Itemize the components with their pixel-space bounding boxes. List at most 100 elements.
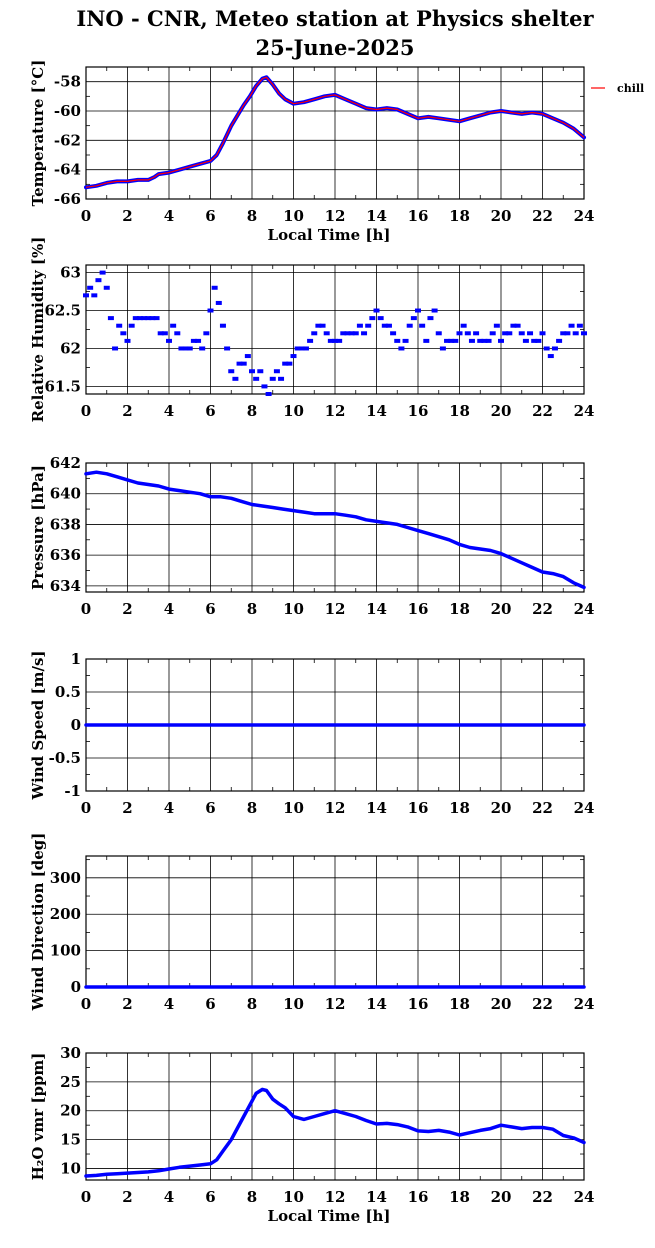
y-tick-label: 634 [50,577,81,595]
x-tick-label: 2 [122,1188,132,1206]
y-tick-label: 1 [71,650,81,668]
data-point [344,331,351,336]
data-point [141,316,148,321]
y-tick-label: -1 [64,782,81,800]
data-point [207,308,214,313]
data-point [560,331,567,336]
data-point [485,338,492,343]
data-point [439,346,446,351]
y-axis-label: Relative Humidity [%] [29,237,47,423]
x-tick-label: 6 [205,1188,215,1206]
chart-title-line2: 25-June-2025 [256,35,415,60]
y-tick-label: 642 [50,454,81,472]
x-tick-label: 10 [283,402,304,420]
data-point [369,316,376,321]
x-tick-label: 22 [532,799,553,817]
data-point [182,346,189,351]
y-tick-label: 638 [50,515,81,533]
x-tick-label: 12 [325,995,346,1013]
data-point [136,316,143,321]
data-point [502,331,509,336]
data-point [564,331,571,336]
chart-title-line1: INO - CNR, Meteo station at Physics shel… [76,6,594,31]
data-point [145,316,152,321]
data-point [576,323,583,328]
x-tick-label: 24 [574,799,595,817]
data-point [149,316,156,321]
x-tick-label: 4 [164,402,174,420]
data-point [249,369,255,374]
y-tick-label: 200 [50,905,81,923]
x-tick-label: 20 [491,207,512,225]
data-point [385,323,392,328]
x-axis-label: Local Time [h] [268,226,391,244]
data-point [444,338,451,343]
x-tick-label: 20 [491,1188,512,1206]
data-point [332,338,338,343]
data-point [199,346,206,351]
data-point [116,323,123,328]
data-point [547,354,554,359]
y-tick-label: 300 [50,869,81,887]
x-axis-label: Local Time [h] [268,1207,391,1225]
x-tick-label: 20 [491,402,512,420]
data-point [219,323,226,328]
series-line [84,1087,586,1178]
x-tick-label: 4 [164,1188,174,1206]
data-point [103,285,110,290]
plot-frame [85,462,585,593]
plot-frame [85,264,585,395]
x-tick-label: 24 [574,600,595,618]
x-tick-label: 6 [205,402,215,420]
data-point [190,338,197,343]
y-tick-label: -58 [54,73,81,91]
x-tick-label: 20 [491,600,512,618]
x-tick-label: 22 [532,600,553,618]
legend: chill [591,82,644,95]
x-tick-label: 8 [247,600,257,618]
data-point [572,331,579,336]
data-point [377,316,384,321]
x-tick-label: 0 [81,402,91,420]
data-point [456,331,463,336]
data-point [311,331,318,336]
x-tick-label: 12 [325,600,346,618]
x-tick-label: 0 [81,1188,91,1206]
y-tick-label: 62 [60,339,81,357]
y-tick-label: 10 [60,1159,81,1177]
x-tick-label: 6 [205,995,215,1013]
data-point [373,308,380,313]
data-point [448,338,455,343]
data-point [352,331,359,336]
x-tick-label: 20 [491,799,512,817]
x-tick-label: 12 [325,402,346,420]
data-point [240,361,247,366]
data-point [186,346,193,351]
x-tick-label: 0 [81,207,91,225]
data-point [203,331,210,336]
data-point [327,338,334,343]
y-tick-label: 100 [50,942,81,960]
x-tick-label: 14 [366,600,387,618]
data-point [302,346,309,351]
data-point [498,338,504,343]
x-tick-label: 4 [164,995,174,1013]
data-point [273,369,280,374]
y-tick-label: 0 [71,978,81,996]
data-point [556,338,563,343]
data-point [402,338,409,343]
data-point [290,354,297,359]
data-point [398,346,405,351]
data-point [244,354,251,359]
data-point [211,285,218,290]
x-tick-label: 4 [164,799,174,817]
y-tick-label: 640 [50,485,81,503]
x-tick-label: 14 [366,402,387,420]
data-point [265,392,272,396]
x-tick-label: 6 [205,600,215,618]
data-point [161,331,168,336]
x-tick-label: 18 [449,1188,470,1206]
data-point [340,331,347,336]
